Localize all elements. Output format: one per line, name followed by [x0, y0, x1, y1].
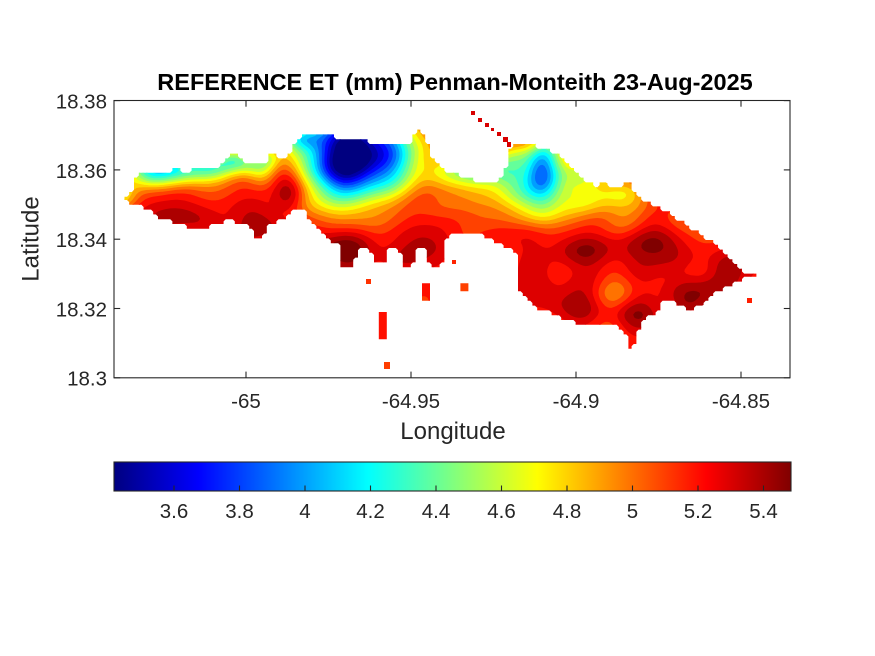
- svg-text:-64.85: -64.85: [712, 390, 770, 413]
- svg-text:-64.9: -64.9: [553, 390, 600, 413]
- svg-text:4: 4: [299, 500, 310, 523]
- svg-text:4.4: 4.4: [422, 500, 451, 523]
- svg-text:-65: -65: [231, 390, 261, 413]
- svg-text:3.8: 3.8: [225, 500, 254, 523]
- svg-text:5.4: 5.4: [749, 500, 778, 523]
- svg-text:Latitude: Latitude: [18, 196, 45, 281]
- svg-text:18.3: 18.3: [67, 368, 107, 391]
- svg-text:REFERENCE ET (mm) Penman-Monte: REFERENCE ET (mm) Penman-Monteith 23-Aug…: [157, 69, 752, 95]
- svg-text:4.2: 4.2: [356, 500, 385, 523]
- svg-text:3.6: 3.6: [160, 500, 189, 523]
- svg-text:5.2: 5.2: [684, 500, 713, 523]
- svg-text:4.8: 4.8: [553, 500, 582, 523]
- svg-text:5: 5: [627, 500, 638, 523]
- svg-text:18.34: 18.34: [56, 229, 107, 252]
- svg-text:18.38: 18.38: [56, 91, 107, 114]
- svg-text:Longitude: Longitude: [400, 418, 505, 445]
- svg-text:18.36: 18.36: [56, 160, 107, 183]
- svg-text:4.6: 4.6: [487, 500, 516, 523]
- svg-text:-64.95: -64.95: [382, 390, 440, 413]
- svg-text:18.32: 18.32: [56, 298, 107, 321]
